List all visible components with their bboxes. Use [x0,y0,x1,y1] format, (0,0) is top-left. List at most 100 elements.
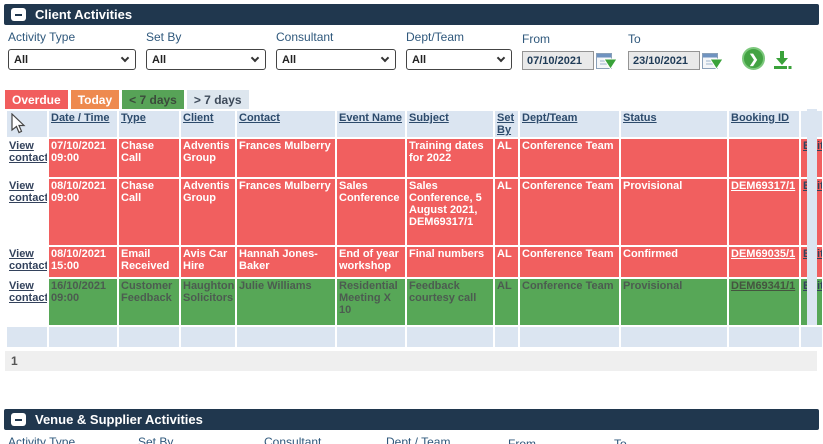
col-event-name[interactable]: Event Name [339,112,402,124]
cell-client: Avis Car Hire [181,247,235,277]
cell-booking [729,139,799,177]
cell-status [621,139,727,177]
col-set-by[interactable]: Set By [497,112,515,136]
tab-over-7-days[interactable]: > 7 days [186,90,249,109]
activity-type-label: Activity Type [8,435,76,444]
cell-subject: Final numbers [407,247,493,277]
client-activities-table: Date / Time Type Client Contact Event Na… [5,109,823,349]
calendar-icon[interactable] [596,52,618,70]
cell-event: End of year workshop [337,247,405,277]
download-icon[interactable] [771,50,793,70]
activity-type-value: All [14,53,29,66]
cell-contact: Frances Mulberry [237,179,335,245]
view-contact-link[interactable]: View contact [9,180,47,204]
view-contact-link[interactable]: View contact [9,280,47,304]
booking-id-link[interactable]: DEM69035/1 [731,248,796,260]
cell-dept: Conference Team [520,179,619,245]
cell-type: Chase Call [119,139,179,177]
booking-id-link[interactable]: DEM69341/1 [731,280,796,292]
cell-contact: Hannah Jones-Baker [237,247,335,277]
table-row: View contact 16/10/2021 09:00 Customer F… [7,279,822,325]
cell-status: Provisional [621,179,727,245]
cell-subject: Sales Conference, 5 August 2021, DEM6931… [407,179,493,245]
col-status[interactable]: Status [623,112,657,124]
table-row: View contact 08/10/2021 15:00 Email Rece… [7,247,822,277]
cell-subject: Feedback courtesy call [407,279,493,325]
cell-type: Email Received [119,247,179,277]
col-booking-id[interactable]: Booking ID [731,112,790,124]
table-row: View contact 07/10/2021 09:00 Chase Call… [7,139,822,177]
mouse-cursor-icon [11,113,26,134]
cell-event: Residential Meeting X 10 [337,279,405,325]
page-number[interactable]: 1 [11,354,18,368]
cell-dept: Conference Team [520,279,619,325]
dept-team-value: All [412,53,427,66]
set-by-label: Set By [146,30,182,44]
activity-type-select[interactable]: All [8,49,136,70]
chevron-down-icon [496,53,506,63]
tab-overdue[interactable]: Overdue [5,90,68,109]
cell-set-by: AL [495,139,518,177]
cell-event [337,139,405,177]
cell-status: Provisional [621,279,727,325]
consultant-value: All [282,53,297,66]
col-dept-team[interactable]: Dept/Team [522,112,578,124]
view-contact-link[interactable]: View contact [9,140,47,164]
cell-subject: Training dates for 2022 [407,139,493,177]
to-label: To [628,32,641,46]
col-type[interactable]: Type [121,112,146,124]
cell-dept: Conference Team [520,247,619,277]
chevron-down-icon [380,53,390,63]
col-client[interactable]: Client [183,112,214,124]
client-filters: Activity Type All Set By All Consultant … [0,25,823,78]
cell-set-by: AL [495,279,518,325]
cell-dept: Conference Team [520,139,619,177]
booking-id-link[interactable]: DEM69317/1 [731,180,796,192]
cell-set-by: AL [495,179,518,245]
cell-status: Confirmed [621,247,727,277]
set-by-label: Set By [138,435,174,444]
table-header-row: Date / Time Type Client Contact Event Na… [7,111,822,137]
chevron-down-icon [250,53,260,63]
from-date-input[interactable]: 07/10/2021 [522,51,594,70]
table-scroll-strip[interactable] [807,109,817,325]
chevron-down-icon [120,53,130,63]
tab-today[interactable]: Today [70,90,120,109]
dept-team-label: Dept/Team [406,30,465,44]
tab-under-7-days[interactable]: < 7 days [122,90,184,109]
collapse-icon[interactable] [11,8,26,21]
cell-contact: Frances Mulberry [237,139,335,177]
consultant-select[interactable]: All [276,49,396,70]
from-label: From [522,32,550,46]
col-date-time[interactable]: Date / Time [51,112,110,124]
cell-client: Adventis Group [181,179,235,245]
set-by-select[interactable]: All [146,49,266,70]
dept-team-select[interactable]: All [406,49,512,70]
cell-contact: Julie Williams [237,279,335,325]
client-activities-header: Client Activities [4,4,819,25]
cell-set-by: AL [495,247,518,277]
venue-supplier-header: Venue & Supplier Activities [4,409,819,430]
activity-type-label: Activity Type [8,30,76,44]
collapse-icon[interactable] [11,413,26,426]
section-title: Venue & Supplier Activities [35,412,203,427]
table-row: View contact 08/10/2021 09:00 Chase Call… [7,179,822,245]
consultant-label: Consultant [264,435,322,444]
cell-type: Chase Call [119,179,179,245]
search-go-button[interactable]: ❯ [742,47,765,70]
cell-client: Haughton Solicitors [181,279,235,325]
from-label: From [508,437,536,444]
col-contact[interactable]: Contact [239,112,280,124]
dept-team-label: Dept / Team [386,435,451,444]
view-contact-link[interactable]: View contact [9,248,47,272]
cell-event: Sales Conference [337,179,405,245]
calendar-icon[interactable] [702,52,724,70]
venue-filters: Activity Type All Set By All Consultant … [0,430,823,444]
to-label: To [614,437,627,444]
consultant-label: Consultant [276,30,334,44]
age-filter-chips: Overdue Today < 7 days > 7 days [5,90,823,109]
col-subject[interactable]: Subject [409,112,449,124]
section-title: Client Activities [35,7,133,22]
to-date-input[interactable]: 23/10/2021 [628,51,700,70]
empty-row [7,327,822,347]
